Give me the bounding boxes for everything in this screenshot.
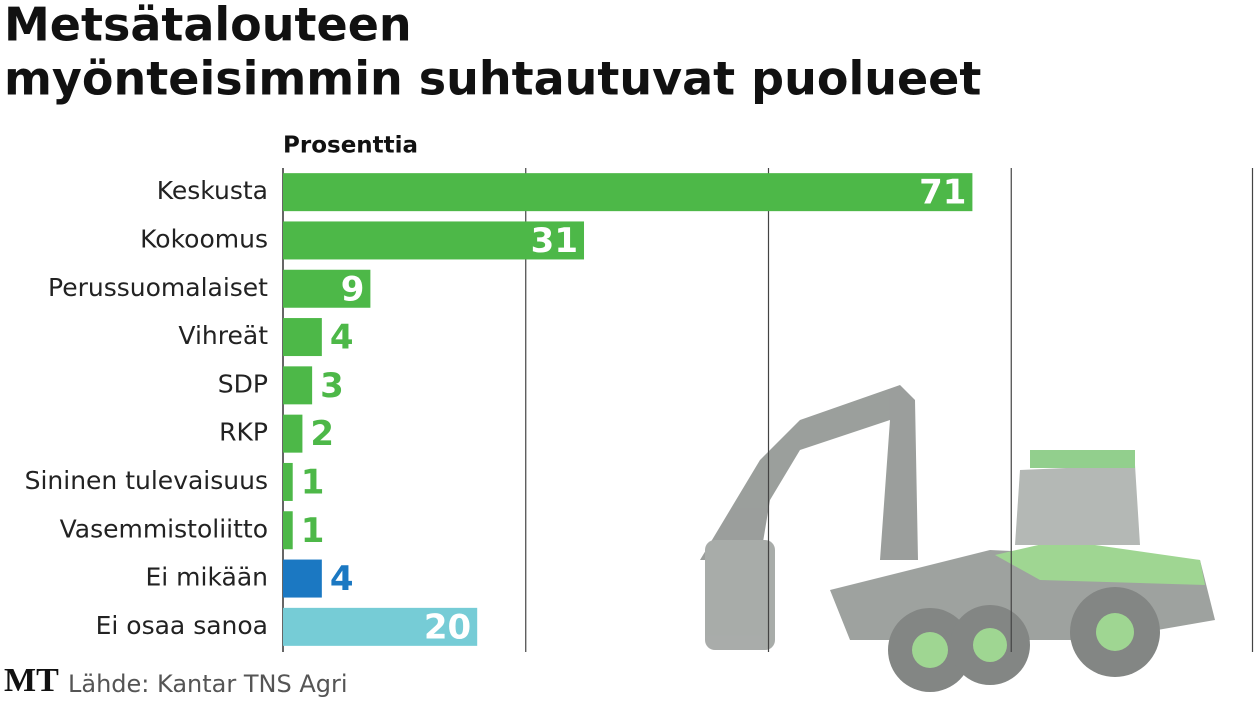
bar <box>283 221 585 260</box>
bar <box>283 269 371 308</box>
bar <box>283 366 313 405</box>
category-label: Sininen tulevaisuus <box>25 466 268 495</box>
bar <box>283 511 293 550</box>
bar <box>283 414 303 453</box>
chart-title: myönteisimmin suhtautuvat puolueet <box>4 52 981 106</box>
source: Lähde: Kantar TNS Agri <box>68 670 348 698</box>
value-label: 1 <box>301 462 325 502</box>
value-label: 4 <box>330 559 354 599</box>
bar <box>283 462 293 501</box>
value-label: 3 <box>320 366 344 406</box>
bar <box>283 559 322 598</box>
value-label: 9 <box>341 269 365 309</box>
logo: MT <box>4 662 59 699</box>
chart-title: Metsätalouteen <box>4 0 412 52</box>
axis-label: Prosenttia <box>283 133 418 159</box>
harvester-illustration <box>700 385 1215 692</box>
category-label: SDP <box>218 369 268 398</box>
category-label: Vasemmistoliitto <box>60 514 268 543</box>
category-label: Ei mikään <box>145 563 268 592</box>
value-label: 20 <box>424 607 471 647</box>
category-label: Kokoomus <box>140 224 268 253</box>
value-label: 2 <box>310 414 334 454</box>
category-label: Vihreät <box>178 321 268 350</box>
value-label: 4 <box>330 318 354 358</box>
bar <box>283 607 478 646</box>
category-label: RKP <box>219 418 268 447</box>
bar <box>283 173 973 212</box>
bar <box>283 318 322 357</box>
value-label: 31 <box>531 221 578 261</box>
category-label: Keskusta <box>157 176 268 205</box>
category-label: Ei osaa sanoa <box>96 611 268 640</box>
category-label: Perussuomalaiset <box>48 273 268 302</box>
value-label: 1 <box>301 511 325 551</box>
value-label: 71 <box>919 173 966 213</box>
